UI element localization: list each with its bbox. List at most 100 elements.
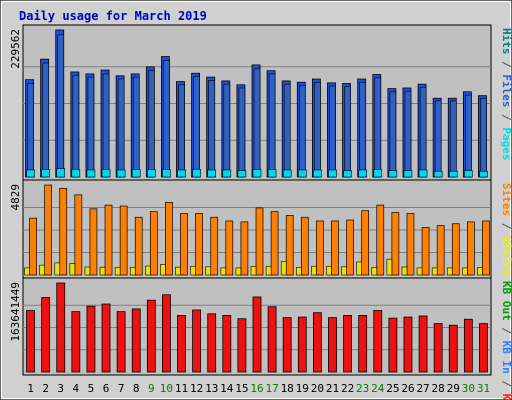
bar-pages xyxy=(177,169,186,178)
bar-visits xyxy=(341,266,347,276)
bar-files xyxy=(404,90,412,178)
x-tick-label: 17 xyxy=(265,382,278,395)
bar-files xyxy=(208,80,216,178)
bar-kbf xyxy=(41,297,51,373)
bar-pages xyxy=(222,169,232,178)
legend-entry: / xyxy=(500,216,512,236)
bar-files xyxy=(27,83,34,178)
legend-entry: KB Out xyxy=(500,281,512,321)
bar-kbf xyxy=(56,282,66,373)
bar-kbf xyxy=(207,313,217,373)
bar-sites xyxy=(44,184,52,276)
panel-hits: 229562 Hits / Files / Pages xyxy=(9,24,512,181)
bar-files xyxy=(178,84,185,178)
bar-sites xyxy=(29,217,37,276)
bar-sites xyxy=(285,215,294,276)
bar-sites xyxy=(331,220,339,276)
bar-sites xyxy=(376,204,385,276)
bar-visits xyxy=(265,265,272,276)
bar-visits xyxy=(175,266,181,276)
legend-entry: KB F xyxy=(500,394,512,400)
x-tick-label: 9 xyxy=(148,382,155,395)
bar-kbf xyxy=(252,296,262,373)
bar-visits xyxy=(24,267,30,276)
bar-pages xyxy=(328,169,337,178)
bar-visits xyxy=(280,261,287,276)
legend-entry: KB In xyxy=(500,341,512,374)
x-axis-day-labels: 1 2 3 4 5 6 7 8 9 10 11 12 13 14 15 16 17 18 19 20 21 22 23 24 2… xyxy=(27,382,490,395)
bar-sites xyxy=(406,213,415,276)
x-tick-label: 29 xyxy=(447,382,460,395)
bar-files xyxy=(298,85,306,178)
bar-files xyxy=(102,73,110,178)
bar-kbf xyxy=(328,317,337,373)
legend-entry: / xyxy=(500,55,512,75)
legend-entry: Hits xyxy=(500,28,512,55)
bar-sites xyxy=(270,211,279,276)
bar-kbf xyxy=(101,303,111,373)
bar-visits xyxy=(220,267,227,276)
bar-pages xyxy=(313,169,322,178)
bar-pages xyxy=(479,170,488,178)
bar-files xyxy=(253,68,261,178)
bar-sites xyxy=(195,213,203,276)
bar-pages xyxy=(192,169,201,178)
bar-files xyxy=(283,83,291,178)
bar-pages xyxy=(26,169,35,178)
bar-visits xyxy=(99,266,106,276)
bar-pages xyxy=(56,168,66,178)
bar-files xyxy=(359,81,366,178)
panel-kbf: 163641449 KB Out / KB In / KB F xyxy=(9,277,512,400)
bar-visits xyxy=(356,261,362,276)
bar-sites xyxy=(59,187,68,276)
bar-files xyxy=(268,73,276,178)
legend-entry: / xyxy=(500,108,512,128)
bar-pages xyxy=(162,169,171,178)
bar-files xyxy=(389,91,397,178)
bar-kbf xyxy=(146,299,156,373)
bar-visits xyxy=(431,267,438,276)
bar-sites xyxy=(180,213,188,276)
bar-sites xyxy=(361,210,370,276)
bar-sites xyxy=(316,220,324,276)
x-tick-label: 23 xyxy=(356,382,369,395)
bar-visits xyxy=(235,267,242,276)
bar-pages xyxy=(71,169,81,178)
bar-kbf xyxy=(418,315,428,373)
bar-kbf xyxy=(448,324,458,373)
bar-sites xyxy=(119,205,128,276)
bar-files xyxy=(314,81,321,178)
bar-visits xyxy=(477,267,483,276)
panel-hits-legend: Hits / Files / Pages xyxy=(500,28,512,161)
bar-pages xyxy=(418,169,428,178)
bar-files xyxy=(193,76,200,178)
bar-visits xyxy=(295,267,302,276)
bar-files xyxy=(117,78,125,178)
bar-kbf xyxy=(86,305,96,373)
x-tick-label: 31 xyxy=(477,382,490,395)
x-tick-label: 3 xyxy=(57,382,64,395)
bar-visits xyxy=(205,266,212,276)
bar-visits xyxy=(416,267,423,276)
bar-files xyxy=(344,86,351,178)
panel-visits: 4829 Sites / Visits xyxy=(9,179,512,279)
bar-kbf xyxy=(312,312,322,373)
x-tick-label: 4 xyxy=(73,382,80,395)
bar-pages xyxy=(464,170,473,178)
bar-visits xyxy=(145,265,151,276)
legend-entry: Files xyxy=(500,74,512,107)
bar-sites xyxy=(421,227,430,276)
bar-kbf xyxy=(297,316,307,373)
bar-visits xyxy=(386,258,393,276)
bar-sites xyxy=(210,216,219,276)
bar-files xyxy=(163,60,170,178)
bar-sites xyxy=(104,204,113,276)
x-tick-label: 30 xyxy=(462,382,475,395)
bar-pages xyxy=(297,169,307,178)
bar-visits xyxy=(129,267,136,276)
legend-entry: / xyxy=(500,374,512,394)
